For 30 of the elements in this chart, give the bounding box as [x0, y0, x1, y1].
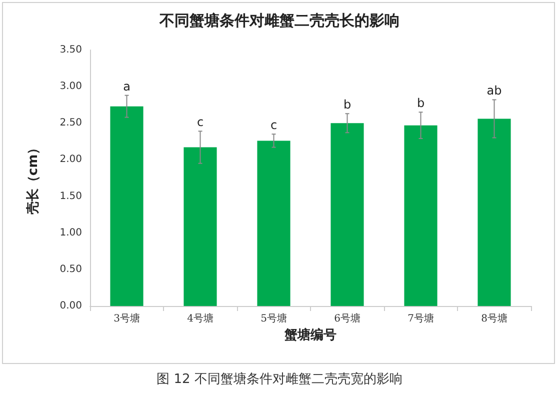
x-tick-label: 5号塘 — [260, 312, 287, 324]
y-tick-label: 0.00 — [60, 300, 82, 312]
caption: 图 12 不同蟹塘条件对雌蟹二壳壳宽的影响 — [156, 371, 404, 388]
y-tick-label: 0.50 — [60, 264, 82, 275]
annotation: b — [343, 98, 352, 112]
y-axis-title: 壳长（cm） — [26, 141, 41, 215]
x-tick-label: 6号塘 — [334, 312, 360, 324]
y-tick-label: 3.50 — [60, 44, 82, 56]
bar — [184, 147, 217, 306]
bar — [404, 125, 438, 306]
x-tick-label: 3号塘 — [114, 312, 140, 324]
bar — [478, 118, 511, 306]
y-tick-label: 1.50 — [60, 190, 82, 202]
x-axis-title: 蟹塘编号 — [284, 326, 336, 343]
annotation: c — [270, 118, 278, 132]
bar — [257, 140, 290, 306]
annotation: c — [196, 115, 204, 130]
x-tick-label: 7号塘 — [408, 312, 434, 324]
y-tick-label: 2.50 — [60, 118, 82, 129]
y-tick-label: 2.00 — [60, 154, 82, 166]
annotation: a — [123, 79, 130, 94]
chart-title: 不同蟹塘条件对雌蟹二壳壳长的影响 — [158, 12, 400, 30]
y-tick-label: 3.00 — [60, 81, 82, 92]
bar — [330, 123, 364, 306]
x-tick-label: 4号塘 — [187, 312, 214, 324]
y-tick-label: 1.00 — [60, 227, 82, 238]
annotation: ab — [486, 84, 502, 98]
bar — [110, 106, 144, 306]
annotation: b — [416, 96, 425, 110]
x-tick-label: 8号塘 — [481, 312, 508, 324]
